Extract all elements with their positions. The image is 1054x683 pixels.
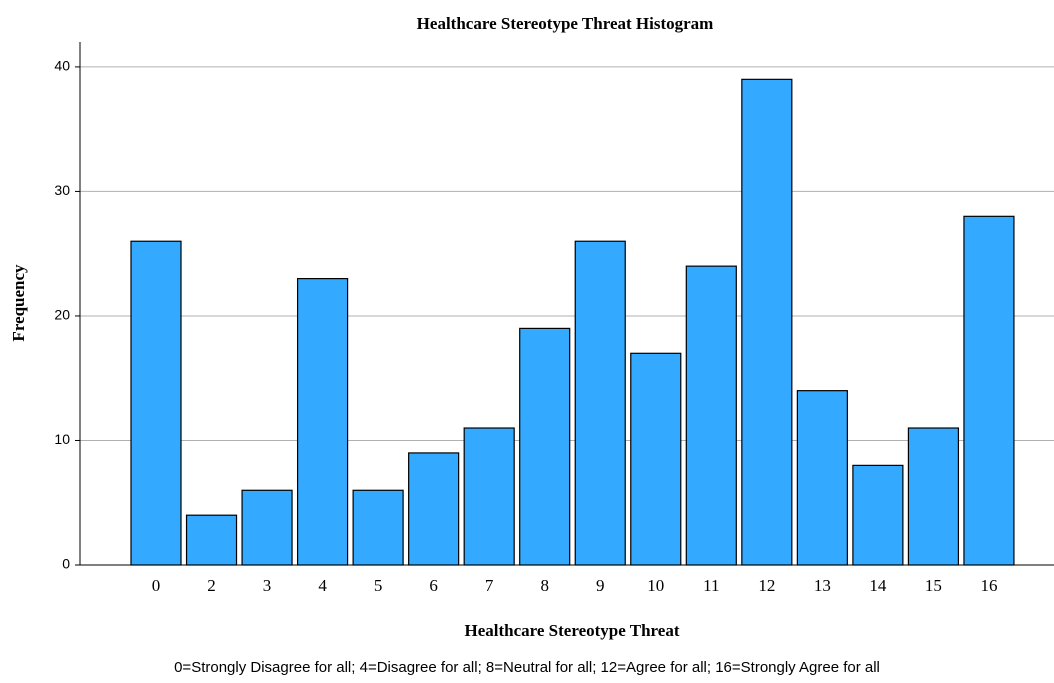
bar xyxy=(907,427,960,566)
bar xyxy=(352,489,404,566)
x-tick-label: 6 xyxy=(429,576,438,595)
bar xyxy=(741,78,793,566)
y-tick-label: 30 xyxy=(54,182,70,198)
bar xyxy=(296,277,349,566)
bar xyxy=(130,240,182,566)
x-tick-label: 13 xyxy=(814,576,831,595)
chart-title: Healthcare Stereotype Threat Histogram xyxy=(417,14,714,33)
x-tick-label: 8 xyxy=(540,576,549,595)
x-tick-label: 16 xyxy=(980,576,997,595)
bar xyxy=(241,489,293,566)
bar xyxy=(463,427,515,566)
y-tick-label: 10 xyxy=(54,431,70,447)
x-tick-label: 11 xyxy=(703,576,719,595)
y-tick-label: 0 xyxy=(62,556,70,572)
bar xyxy=(796,390,848,566)
bar xyxy=(852,464,904,566)
bar xyxy=(630,352,682,566)
x-tick-label: 9 xyxy=(596,576,605,595)
x-tick-label: 14 xyxy=(869,576,887,595)
bar xyxy=(574,240,626,566)
x-tick-label: 10 xyxy=(647,576,664,595)
y-tick-label: 40 xyxy=(54,58,70,74)
x-tick-label: 7 xyxy=(485,576,494,595)
x-tick-label: 3 xyxy=(263,576,272,595)
y-tick-label: 20 xyxy=(54,307,70,323)
x-tick-label: 5 xyxy=(374,576,383,595)
bar xyxy=(408,452,460,566)
x-tick-label: 4 xyxy=(318,576,327,595)
x-tick-label: 12 xyxy=(758,576,775,595)
x-tick-label: 15 xyxy=(925,576,942,595)
footnote: 0=Strongly Disagree for all; 4=Disagree … xyxy=(174,659,880,676)
x-axis-label: Healthcare Stereotype Threat xyxy=(465,621,680,640)
bar xyxy=(519,327,571,566)
bar xyxy=(963,215,1015,566)
bar xyxy=(185,514,238,566)
y-axis-label: Frequency xyxy=(9,264,28,342)
x-tick-label: 0 xyxy=(152,576,161,595)
bar xyxy=(685,265,737,566)
x-tick-label: 2 xyxy=(207,576,216,595)
